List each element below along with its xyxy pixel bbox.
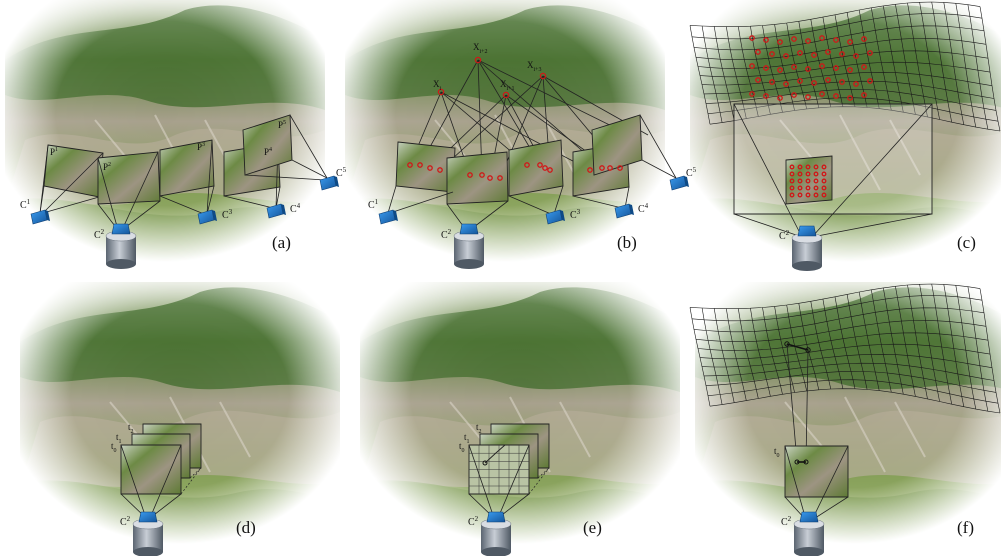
- label-t2-e: t2: [476, 422, 482, 435]
- label-p2: P2: [103, 162, 111, 172]
- projection-frustum-c: [733, 103, 933, 238]
- panel-f: t0 C2 (f): [689, 281, 1001, 556]
- label-t0-f: t0: [774, 446, 780, 459]
- panel-c: C2 (c): [689, 0, 1001, 272]
- label-xi2: Xi+2: [473, 42, 488, 55]
- label-c1: C1: [20, 198, 31, 211]
- label-t0-d: t0: [111, 441, 117, 454]
- label-c1-b: C1: [368, 198, 379, 211]
- terrain-mesh-f: [689, 283, 1001, 414]
- scene-background-e: [359, 281, 681, 553]
- terrain-mesh-c: [689, 1, 1001, 132]
- panel-b: Xi Xi+2 Xi+1 Xi+3 C1 C2 C3 C4 C5 (b): [344, 0, 697, 271]
- panel-d: t0 t1 t2 C2 (d): [19, 281, 341, 556]
- label-c3-b: C3: [570, 208, 581, 221]
- label-c4-b: C4: [638, 202, 649, 215]
- label-c2-b: C2: [441, 228, 452, 241]
- image-feature-points: [407, 162, 623, 181]
- scene-3d-points: [437, 56, 547, 99]
- label-c2-e: C2: [468, 515, 479, 528]
- image-plane-p5: [242, 114, 328, 181]
- label-t1-d: t1: [116, 432, 122, 445]
- mesh-feature-points-c: [749, 35, 873, 198]
- label-c2: C2: [94, 228, 105, 241]
- panel-label-e: (e): [583, 518, 602, 537]
- label-c3: C3: [222, 208, 233, 221]
- panel-label-b: (b): [617, 233, 637, 252]
- label-p3: P3: [197, 142, 205, 152]
- label-c2-f: C2: [781, 515, 792, 528]
- image-plane-b2: [446, 151, 509, 205]
- label-xi1: Xi+1: [500, 79, 515, 92]
- label-c2-c: C2: [779, 229, 790, 242]
- label-p5: P5: [278, 120, 286, 130]
- label-p4: P4: [264, 147, 272, 157]
- image-plane-p3: [159, 139, 215, 215]
- label-p1: P1: [50, 147, 58, 157]
- label-c5: C5: [336, 166, 347, 179]
- panel-label-a: (a): [272, 233, 291, 252]
- frame-stack-e: [468, 423, 550, 519]
- panel-label-d: (d): [236, 518, 256, 537]
- label-t1-e: t1: [464, 432, 470, 445]
- label-xi3: Xi+3: [527, 60, 542, 73]
- label-c4: C4: [290, 202, 301, 215]
- label-xi: Xi: [433, 79, 442, 92]
- tracking-rays-f: [784, 341, 849, 521]
- panel-e: t0 t1 t2 C2 (e): [359, 281, 681, 556]
- panel-label-c: (c): [957, 233, 976, 252]
- panel-label-f: (f): [957, 518, 974, 537]
- label-c2-d: C2: [120, 515, 131, 528]
- image-plane-b3: [508, 139, 564, 197]
- panel-a: P1 P2 P3 P4 P5 C1 C2 C3 C4 C5 (a): [4, 0, 347, 271]
- label-t2-d: t2: [128, 422, 134, 435]
- label-t0-e: t0: [459, 441, 465, 454]
- scene-background-d: [19, 281, 341, 553]
- image-plane-b1: [395, 141, 456, 193]
